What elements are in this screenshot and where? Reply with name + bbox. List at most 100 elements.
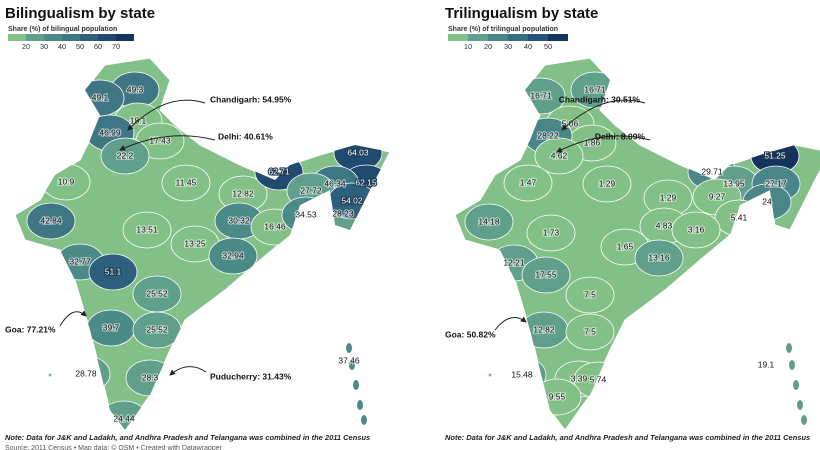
state-label: 28.3 [142,372,159,382]
island [353,380,359,390]
legend-swatch [80,34,98,41]
state-label: 30.32 [228,215,250,225]
state-label: 39.7 [103,322,120,332]
callout-label: Chandigarh: 54.95% [210,94,292,104]
island [786,343,792,353]
state-label: 16.46 [264,221,286,231]
state-region [565,313,615,351]
note: Note: Data for J&K and Ladakh, and Andhr… [445,433,810,442]
legend-tick: 70 [112,42,120,51]
regions [464,71,801,416]
island [797,400,803,410]
state-region [122,211,172,249]
state-label: 1.65 [617,241,634,251]
state-label: 24.44 [113,413,135,423]
legend-swatch [116,34,134,41]
map-panel: Bilingualism by state Share (%) of biling… [5,5,391,450]
state-region [208,237,258,275]
state-label: 7.5 [584,326,596,336]
legend-tick: 10 [464,42,472,51]
state-label: 13.25 [184,238,206,248]
state-label: 15.48 [511,369,533,379]
state-label: 42.84 [40,215,62,225]
island [361,415,367,425]
state-region [26,202,76,240]
legend-tick: 40 [58,42,66,51]
state-label: 9.55 [549,391,566,401]
state-label: 11.45 [176,177,197,187]
state-label: 49.3 [127,84,144,94]
legend-swatch [508,34,528,41]
state-region [88,253,138,291]
map-title: Trilingualism by state [445,5,598,22]
legend-tick: 60 [94,42,102,51]
island [793,380,799,390]
state-label: 32.77 [69,256,91,266]
state-label: 9.27 [709,191,726,201]
state-label: 4.83 [656,220,673,230]
legend-title: Share (%) of trilingual population [448,26,558,33]
callout-label: Goa: 50.82% [445,329,496,339]
island [488,373,492,377]
legend-title: Share (%) of bilingual population [8,26,117,33]
state-label: 62.71 [268,166,290,176]
state-label: 28.78 [75,368,97,378]
legend-swatch [528,34,548,41]
state-label: 1.47 [520,177,537,187]
state-label: 27.72 [300,185,322,195]
legend-tick: 50 [544,42,552,51]
state-label: 37.46 [338,355,360,365]
legend-tick: 40 [524,42,532,51]
state-label: 12.21 [503,257,525,267]
state-label: 64.03 [347,147,369,157]
state-label: 1.73 [543,227,560,237]
state-label: 12.82 [533,324,555,334]
state-label: 13.51 [136,224,158,234]
legend-swatch [98,34,116,41]
state-label: 34.53 [295,209,317,219]
legend-swatch [488,34,508,41]
state-label: 29.71 [701,166,723,176]
state-label: 10.9 [58,176,75,186]
state-label: 14.18 [478,216,500,226]
state-label: 3.16 [688,224,705,234]
state-region [565,276,615,314]
callout-arrow [561,99,646,131]
state-region [634,239,684,277]
state-label: 13.95 [723,178,745,188]
callout-arrow [59,310,87,327]
legend-swatch [448,34,468,41]
legend-swatch [468,34,488,41]
state-region [534,137,584,175]
state-region [582,165,632,203]
state-label: 1.29 [599,178,616,188]
island [801,415,807,425]
state-label: 27.17 [765,178,787,188]
state-label: 17.55 [535,269,557,279]
callout-arrow [127,99,206,131]
state-region [521,256,571,294]
callout-arrow [494,316,527,331]
state-label: 24 [762,196,772,206]
legend-swatch [62,34,80,41]
island [48,373,52,377]
state-label: 28.23 [332,208,354,218]
state-label: 4.62 [551,150,568,160]
state-label: 1.86 [584,137,601,147]
state-label: 51.1 [105,266,122,276]
map-panel: Trilingualism by state Share (%) of trili… [445,5,820,442]
state-label: 51.25 [764,150,786,160]
legend-tick: 30 [40,42,48,51]
callout-label: Puducherry: 31.43% [210,371,292,381]
state-label: 25.52 [146,288,168,298]
state-label: 7.5 [584,289,596,299]
legend-tick: 20 [22,42,30,51]
state-region [526,214,576,252]
legend-swatch [8,34,26,41]
state-label: 46.99 [99,127,121,137]
legend-tick: 50 [76,42,84,51]
state-label: 19.1 [758,359,775,369]
state-label: 49.1 [92,92,109,102]
state-label: 25.52 [146,324,168,334]
